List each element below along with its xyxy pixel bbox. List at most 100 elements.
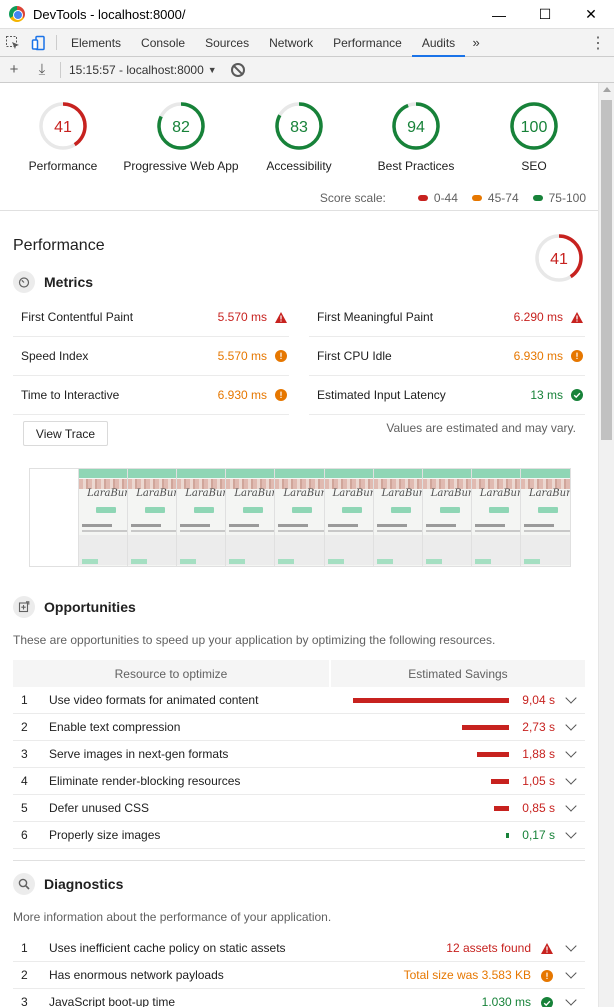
gauge-score: 94 — [407, 119, 425, 136]
diagnostics-table: 1 Uses inefficient cache policy on stati… — [13, 935, 585, 1007]
opportunity-row[interactable]: 4 Eliminate render-blocking resources 1,… — [13, 768, 585, 795]
opportunity-row[interactable]: 6 Properly size images 0,17 s — [13, 822, 585, 849]
title-bar: DevTools - localhost:8000/ — ☐ ✕ — [0, 0, 614, 29]
filmstrip-frame: LaraBun — [373, 469, 423, 566]
filmstrip-logo: LaraBun — [185, 488, 227, 499]
filmstrip-frame: LaraBun — [471, 469, 521, 566]
metric-time-to-interactive: Time to Interactive 6.930 ms — [13, 376, 289, 415]
diagnostic-row[interactable]: 2 Has enormous network payloads Total si… — [13, 962, 585, 989]
info-circle-icon — [540, 969, 553, 982]
diagnostic-value: 1.030 ms — [481, 995, 531, 1007]
gauge-best-practices[interactable]: 94 Best Practices — [351, 101, 481, 173]
gauge-label: Performance — [28, 159, 98, 173]
opportunities-title: Opportunities — [44, 599, 136, 615]
scrollbar-thumb[interactable] — [601, 100, 612, 440]
tab-performance[interactable]: Performance — [333, 35, 402, 50]
gauge-ring: 100 — [510, 102, 558, 150]
savings-bar — [494, 806, 509, 811]
download-report-icon[interactable]: ⤓ — [38, 61, 46, 78]
gauge-score: 41 — [54, 119, 72, 136]
gauge-label: Accessibility — [266, 159, 332, 173]
score-gauges: 41 Performance 82 Progressive Web App 83 — [0, 83, 598, 211]
column-header-resource: Resource to optimize — [13, 660, 329, 687]
info-circle-icon — [275, 389, 287, 401]
gauge-accessibility[interactable]: 83 Accessibility — [234, 101, 364, 173]
gauge-score: 82 — [172, 119, 190, 136]
category-gauge: 41 — [534, 233, 584, 288]
diagnostic-value: 12 assets found — [446, 941, 531, 955]
diagnostic-value: Total size was 3.583 KB — [403, 968, 531, 982]
close-button[interactable]: ✕ — [585, 6, 597, 22]
filmstrip-frame: LaraBun — [226, 469, 276, 566]
filmstrip-logo: LaraBun — [87, 488, 129, 499]
filmstrip-frame — [30, 469, 80, 566]
filmstrip-logo: LaraBun — [430, 488, 472, 499]
metric-first-cpu-idle: First CPU Idle 6.930 ms — [309, 337, 585, 376]
lighthouse-report: 41 Performance 82 Progressive Web App 83 — [0, 83, 598, 1007]
filmstrip-frame: LaraBun — [79, 469, 129, 566]
gauge-score: 100 — [521, 119, 548, 136]
gauge-performance[interactable]: 41 Performance — [0, 101, 128, 173]
filmstrip-logo: LaraBun — [234, 488, 276, 499]
new-audit-icon[interactable]: + — [9, 61, 19, 78]
opportunity-row[interactable]: 1 Use video formats for animated content… — [13, 687, 585, 714]
scroll-up-arrow[interactable] — [603, 87, 611, 92]
opportunity-row[interactable]: 5 Defer unused CSS 0,85 s — [13, 795, 585, 822]
filmstrip-logo: LaraBun — [136, 488, 178, 499]
category-title: Performance — [13, 237, 105, 254]
warning-triangle-icon — [571, 311, 583, 323]
savings-value: 9,04 s — [522, 693, 555, 707]
tab-network[interactable]: Network — [269, 35, 314, 50]
savings-bar — [476, 752, 509, 757]
tab-sources[interactable]: Sources — [205, 35, 250, 50]
filmstrip-logo: LaraBun — [528, 488, 570, 499]
report-select-value: 15:15:57 - localhost:8000 — [69, 62, 204, 77]
opportunity-rows: 1 Use video formats for animated content… — [13, 687, 585, 849]
tab-console[interactable]: Console — [141, 35, 186, 50]
report-select[interactable]: 15:15:57 - localhost:8000 ▼ — [69, 63, 217, 77]
info-circle-icon — [275, 350, 287, 362]
column-header-savings: Estimated Savings — [331, 660, 585, 687]
filmstrip-logo: LaraBun — [332, 488, 374, 499]
audits-toolbar: + ⤓ 15:15:57 - localhost:8000 ▼ — [0, 57, 614, 83]
savings-bar — [506, 833, 509, 838]
savings-value: 2,73 s — [522, 720, 555, 734]
clear-all-icon[interactable] — [230, 62, 245, 77]
savings-value: 0,17 s — [522, 828, 555, 842]
minimize-button[interactable]: — — [492, 6, 506, 23]
gauge-label: Best Practices — [377, 159, 455, 173]
metrics-header: Metrics — [13, 271, 93, 293]
opportunity-name: Enable text compression — [49, 720, 181, 734]
opportunity-icon — [13, 596, 35, 618]
gauge-pwa[interactable]: 82 Progressive Web App — [116, 101, 246, 173]
opportunity-row[interactable]: 2 Enable text compression 2,73 s — [13, 714, 585, 741]
devtools-tab-bar: Elements Console Sources Network Perform… — [0, 29, 614, 57]
savings-bar — [461, 725, 509, 730]
savings-bar — [353, 698, 509, 703]
warning-triangle-icon — [275, 311, 287, 323]
diagnostic-row[interactable]: 3 JavaScript boot-up time 1.030 ms — [13, 989, 585, 1007]
opportunities-description: These are opportunities to speed up your… — [13, 633, 496, 647]
view-trace-button[interactable]: View Trace — [23, 421, 108, 446]
more-tabs-button[interactable]: » — [472, 35, 480, 50]
gauge-seo[interactable]: 100 SEO — [469, 101, 598, 173]
diagnostic-row[interactable]: 1 Uses inefficient cache policy on stati… — [13, 935, 585, 962]
gauge-ring: 41 — [39, 102, 87, 150]
metric-first-meaningful-paint: First Meaningful Paint 6.290 ms — [309, 298, 585, 337]
opportunity-name: Use video formats for animated content — [49, 693, 259, 707]
score-scale-pass: 75-100 — [532, 191, 586, 205]
more-options-icon[interactable]: ⋮ — [590, 35, 606, 52]
filmstrip-logo: LaraBun — [479, 488, 521, 499]
device-toolbar-icon[interactable] — [26, 29, 52, 56]
toolbar-divider — [60, 61, 61, 78]
maximize-button[interactable]: ☐ — [538, 6, 552, 22]
opportunity-name: Serve images in next-gen formats — [49, 747, 229, 761]
report-scrollbar[interactable] — [598, 83, 614, 1007]
section-divider — [13, 860, 585, 861]
tab-elements[interactable]: Elements — [71, 35, 122, 50]
opportunity-row[interactable]: 3 Serve images in next-gen formats 1,88 … — [13, 741, 585, 768]
inspect-element-icon[interactable] — [0, 29, 26, 56]
savings-value: 0,85 s — [522, 801, 555, 815]
tab-audits[interactable]: Audits — [411, 29, 466, 57]
